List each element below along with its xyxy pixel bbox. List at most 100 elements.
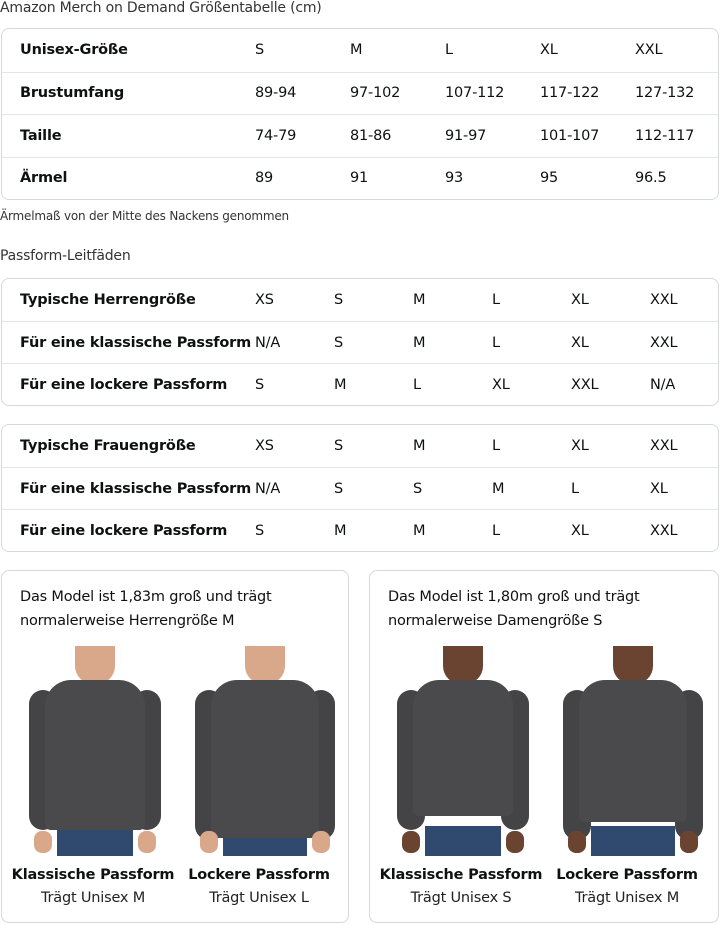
table-row: Taille 74-79 81-86 91-97 101-107 112-117 [2, 114, 718, 157]
caption-line: normalerweise Herrengröße M [20, 613, 235, 629]
row-label: Unisex-Größe [20, 42, 128, 59]
cell: 93 [445, 170, 464, 187]
cell: L [571, 480, 579, 497]
caption-line: normalerweise Damengröße S [388, 613, 603, 629]
fit-subtitle: Trägt Unisex L [209, 890, 309, 906]
cell: S [255, 376, 265, 393]
model-photo-loose-fit [558, 646, 708, 856]
cell: XXL [650, 438, 678, 454]
men-fit-table: Typische Herrengröße XS S M L XL XXL Für eine k… [1, 278, 719, 406]
fit-heading: Passform-Leitfäden [0, 248, 131, 264]
cell: XXL [650, 292, 678, 308]
cell: 117-122 [540, 85, 600, 102]
model-caption: Das Model ist 1,80m groß und trägt normal… [388, 585, 640, 633]
cell: 91 [350, 170, 369, 187]
cell: N/A [650, 376, 676, 393]
model-card-women: Das Model ist 1,80m groß und trägt normal… [369, 570, 719, 923]
cell: 89-94 [255, 85, 297, 102]
cell: 91-97 [445, 127, 487, 144]
table-row: Für eine klassische Passform N/A S S M L XL [2, 467, 718, 509]
row-label: Für eine lockere Passform [20, 376, 228, 393]
fit-subtitle: Trägt Unisex S [410, 890, 512, 906]
cell: XL [492, 376, 510, 393]
cell: M [334, 376, 347, 393]
table-row: Ärmel 89 91 93 95 96.5 [2, 156, 718, 200]
page-title: Amazon Merch on Demand Größentabelle (cm… [0, 0, 322, 16]
table-row: Typische Herrengröße XS S M L XL XXL [2, 279, 718, 321]
cell: M [413, 334, 426, 351]
cell: 89 [255, 170, 274, 187]
cell: S [334, 438, 344, 454]
fit-subtitle: Trägt Unisex M [574, 890, 680, 906]
size-table: Unisex-Größe S M L XL XXL Brustumfang 89-94 97-1… [1, 28, 719, 200]
model-card-men: Das Model ist 1,83m groß und trägt normal… [1, 570, 349, 923]
table-row: Für eine klassische Passform N/A S M L XL XXL [2, 321, 718, 363]
cell: XL [571, 438, 589, 454]
model-caption: Das Model ist 1,83m groß und trägt normal… [20, 585, 272, 633]
cell: L [413, 376, 421, 393]
table-row: Unisex-Größe S M L XL XXL [2, 29, 718, 72]
cell: 97-102 [350, 85, 401, 102]
cell: 112-117 [635, 127, 695, 144]
row-label: Ärmel [20, 170, 68, 187]
cell: XXL [635, 42, 663, 59]
sleeve-note: Ärmelmaß von der Mitte des Nackens genom… [0, 209, 289, 223]
cell: L [492, 292, 500, 308]
cell: XS [255, 292, 274, 308]
cell: S [334, 334, 344, 351]
cell: XL [540, 42, 558, 59]
cell: N/A [255, 334, 281, 351]
table-row: Für eine lockere Passform S M L XL XXL N/A [2, 363, 718, 405]
cell: S [413, 480, 423, 497]
fit-title: Klassische Passform [379, 867, 543, 883]
row-label: Typische Herrengröße [20, 292, 196, 308]
model-photo-classic-fit [388, 646, 538, 856]
cell: L [445, 42, 453, 59]
cell: 107-112 [445, 85, 505, 102]
cell: 96.5 [635, 170, 667, 187]
table-row: Für eine lockere Passform S M M L XL XXL [2, 509, 718, 551]
cell: M [413, 522, 426, 539]
row-label: Für eine klassische Passform [20, 334, 251, 351]
row-label: Taille [20, 127, 62, 144]
cell: M [413, 292, 426, 308]
cell: XL [571, 292, 589, 308]
women-fit-table: Typische Frauengröße XS S M L XL XXL Für eine k… [1, 424, 719, 552]
table-row: Brustumfang 89-94 97-102 107-112 117-122 127-… [2, 71, 718, 115]
cell: 95 [540, 170, 559, 187]
cell: L [492, 522, 500, 539]
cell: S [255, 42, 265, 59]
cell: S [255, 522, 265, 539]
fit-title: Lockere Passform [556, 867, 698, 883]
cell: XL [571, 522, 589, 539]
cell: XXL [650, 522, 678, 539]
row-label: Typische Frauengröße [20, 438, 196, 454]
cell: 101-107 [540, 127, 600, 144]
cell: L [492, 438, 500, 454]
cell: XL [571, 334, 589, 351]
fit-subtitle: Trägt Unisex M [40, 890, 146, 906]
caption-line: Das Model ist 1,83m groß und trägt [20, 589, 272, 605]
model-photo-loose-fit [190, 646, 340, 856]
cell: 81-86 [350, 127, 392, 144]
cell: 127-132 [635, 85, 695, 102]
table-row: Typische Frauengröße XS S M L XL XXL [2, 425, 718, 467]
cell: M [492, 480, 505, 497]
model-photo-classic-fit [20, 646, 170, 856]
cell: 74-79 [255, 127, 297, 144]
fit-title: Klassische Passform [11, 867, 175, 883]
cell: S [334, 292, 344, 308]
cell: XS [255, 438, 274, 454]
fit-title: Lockere Passform [188, 867, 330, 883]
cell: M [413, 438, 426, 454]
cell: XXL [571, 376, 599, 393]
row-label: Für eine lockere Passform [20, 522, 228, 539]
cell: M [350, 42, 363, 59]
cell: N/A [255, 480, 281, 497]
caption-line: Das Model ist 1,80m groß und trägt [388, 589, 640, 605]
cell: S [334, 480, 344, 497]
row-label: Für eine klassische Passform [20, 480, 251, 497]
row-label: Brustumfang [20, 85, 125, 102]
cell: M [334, 522, 347, 539]
cell: L [492, 334, 500, 351]
